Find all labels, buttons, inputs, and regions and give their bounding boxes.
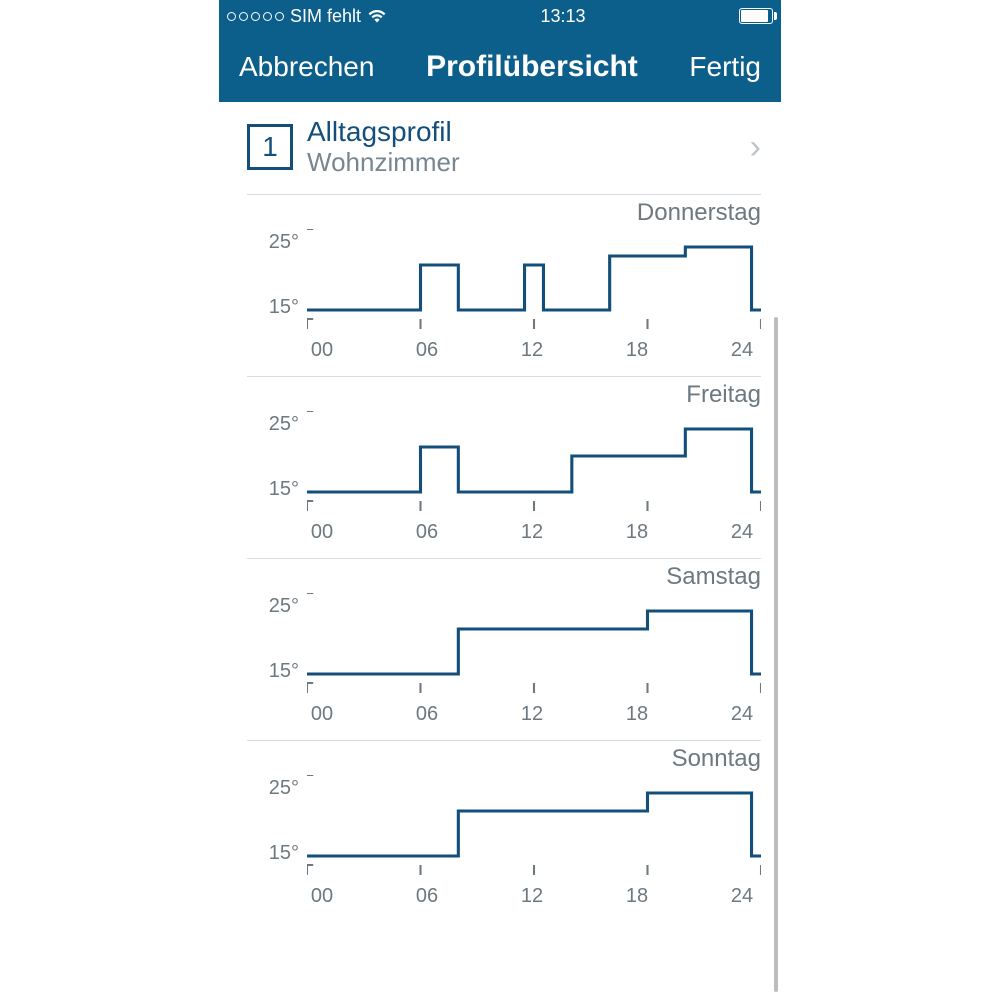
chart-plot: [307, 775, 761, 885]
y-axis-labels: 25°15°: [247, 775, 299, 865]
chart-block: Sonntag25°15° 0006121824: [247, 740, 761, 922]
nav-bar: Abbrechen Profilübersicht Fertig: [219, 32, 781, 102]
profile-number-box: 1: [247, 124, 293, 170]
content-area: 1 Alltagsprofil Wohnzimmer › Donnerstag2…: [219, 102, 781, 1000]
chart-day-label: Sonntag: [247, 745, 761, 773]
profile-subtitle: Wohnzimmer: [307, 148, 736, 178]
y-axis-labels: 25°15°: [247, 229, 299, 319]
chart-block: Freitag25°15° 0006121824: [247, 376, 761, 558]
chart-day-label: Samstag: [247, 563, 761, 591]
page-title: Profilübersicht: [426, 50, 638, 84]
app-screen: SIM fehlt 13:13 Abbrechen Profilübersich…: [219, 0, 781, 1000]
chevron-right-icon: ›: [750, 128, 761, 167]
chart-block: Samstag25°15° 0006121824: [247, 558, 761, 740]
chart-plot: [307, 411, 761, 521]
x-axis-labels: 0006121824: [307, 885, 761, 908]
profile-title: Alltagsprofil: [307, 116, 736, 148]
carrier-text: SIM fehlt: [290, 6, 361, 27]
chart-plot: [307, 229, 761, 339]
scrollbar-indicator: [774, 317, 778, 992]
chart-plot: [307, 593, 761, 703]
wifi-icon: [367, 9, 387, 23]
battery-icon: [739, 8, 773, 24]
signal-dots-icon: [227, 12, 284, 21]
charts-container: Donnerstag25°15°0006121824Freitag25°15°0…: [219, 178, 781, 922]
x-axis-labels: 0006121824: [307, 703, 761, 726]
done-button[interactable]: Fertig: [689, 51, 761, 83]
y-axis-labels: 25°15°: [247, 593, 299, 683]
x-axis-labels: 0006121824: [307, 339, 761, 362]
y-axis-labels: 25°15°: [247, 411, 299, 501]
chart-day-label: Donnerstag: [247, 199, 761, 227]
x-axis-labels: 0006121824: [307, 521, 761, 544]
chart-day-label: Freitag: [247, 381, 761, 409]
chart-block: Donnerstag25°15° 0006121824: [247, 194, 761, 376]
status-bar: SIM fehlt 13:13: [219, 0, 781, 32]
clock-text: 13:13: [540, 6, 585, 27]
profile-texts: Alltagsprofil Wohnzimmer: [307, 116, 736, 178]
cancel-button[interactable]: Abbrechen: [239, 51, 374, 83]
profile-row[interactable]: 1 Alltagsprofil Wohnzimmer ›: [219, 116, 781, 178]
